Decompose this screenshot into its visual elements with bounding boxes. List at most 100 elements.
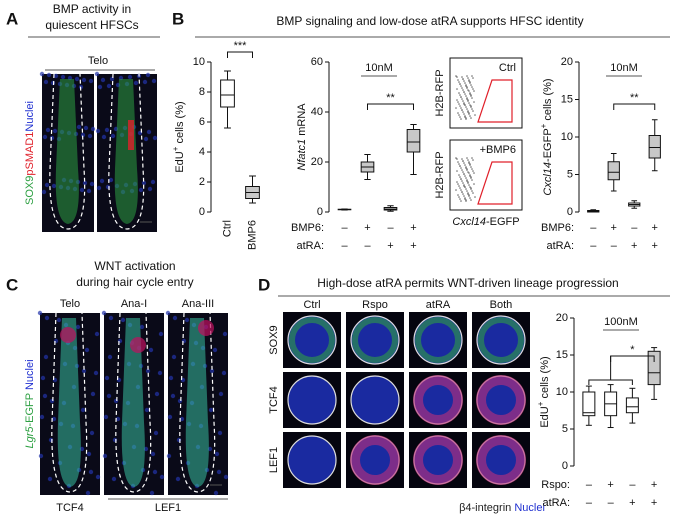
flow-gate (477, 79, 513, 123)
flow-event (459, 116, 461, 118)
stain-label: SOX9pSMAD1Nuclei (24, 101, 36, 205)
nucleus (177, 398, 183, 404)
bottom-label: TCF4 (56, 502, 84, 514)
condition-label: Rspo: (541, 479, 570, 491)
panel-letter: C (6, 275, 18, 294)
condition-value: – (341, 240, 348, 252)
flow-event (469, 92, 471, 94)
nucleus (139, 324, 145, 330)
flow-event (462, 89, 464, 91)
bottom-label: β4-integrin Nuclei (459, 502, 545, 514)
nucleus (87, 133, 93, 139)
nucleus (94, 331, 100, 337)
significance-bracket (227, 51, 253, 58)
flow-event (468, 90, 470, 92)
nucleus (86, 451, 92, 457)
nucleus (106, 83, 112, 89)
flow-event (458, 163, 460, 165)
organoid-signal (478, 317, 524, 363)
nucleus (208, 407, 214, 413)
column-label: Rspo (362, 299, 388, 311)
flow-event (461, 180, 463, 182)
nucleus (127, 74, 133, 80)
nucleus (42, 393, 48, 399)
flow-event (466, 168, 468, 170)
nucleus (108, 177, 114, 183)
y-axis-label-part: + (171, 146, 180, 151)
flow-event (460, 167, 462, 169)
nucleus (217, 430, 223, 436)
follicle-outline (49, 73, 86, 230)
stage-label: Ana-III (182, 298, 214, 310)
condition-value: – (629, 479, 636, 491)
nucleus (47, 476, 53, 482)
flow-event (463, 184, 465, 186)
flow-event (465, 199, 467, 201)
flow-event (469, 197, 471, 199)
flow-event (467, 110, 469, 112)
condition-value: + (629, 497, 635, 509)
y-axis-label-part: Cxcl14 (542, 162, 554, 196)
nucleus (153, 430, 159, 436)
flow-event (468, 194, 470, 196)
panel-title: High-dose atRA permits WNT-driven lineag… (317, 276, 618, 290)
condition-value: + (651, 479, 657, 491)
nucleus (43, 79, 49, 85)
panel-title: during hair cycle entry (76, 275, 193, 289)
flow-event (469, 104, 471, 106)
flow-event (459, 83, 461, 85)
flow-event (470, 84, 472, 86)
flow-event (465, 166, 467, 168)
flow-event (457, 194, 459, 196)
nucleus (146, 129, 152, 135)
y-tick-label: 10 (561, 131, 573, 143)
nucleus (46, 72, 52, 78)
flow-event (470, 199, 472, 201)
flow-event (469, 115, 471, 117)
organoid-signal (413, 435, 463, 485)
bottom-label-part: Nuclei (514, 502, 545, 514)
organoid-signal (413, 375, 463, 425)
flow-event (467, 77, 469, 79)
condition-value: + (410, 222, 416, 234)
follicle-body (185, 318, 209, 487)
y-tick-label: 4 (199, 146, 205, 158)
y-axis-label-part: cells (%) (539, 356, 551, 401)
flow-event (456, 88, 458, 90)
nucleus (148, 347, 154, 353)
nucleus (184, 317, 190, 323)
organoid-signal (350, 435, 400, 485)
nucleus (38, 453, 44, 459)
flow-y-label: H2B-RFP (434, 151, 446, 198)
box (607, 161, 620, 181)
nucleus (109, 76, 115, 82)
flow-event (467, 192, 469, 194)
condition-value: – (590, 222, 597, 234)
nucleus (110, 133, 116, 139)
flow-event (466, 157, 468, 159)
flow-event (462, 78, 464, 80)
flow-event (464, 93, 466, 95)
flow-x-label: Cxcl14-EGFP (452, 216, 519, 228)
flow-event (463, 80, 465, 82)
y-tick-label: 0 (562, 460, 568, 472)
nucleus (179, 416, 185, 422)
flow-event (471, 97, 473, 99)
x-tick-label: BMP6 (246, 220, 258, 250)
flow-event (470, 176, 472, 178)
flow-event (464, 104, 466, 106)
nucleus (167, 414, 173, 420)
flow-event (467, 181, 469, 183)
flow-y-label: H2B-RFP (434, 69, 446, 116)
nucleus (141, 180, 147, 186)
flow-event (471, 75, 473, 77)
nucleus (85, 490, 91, 496)
flow-event (461, 169, 463, 171)
y-axis-label-part: + (536, 401, 545, 406)
nucleus (104, 375, 110, 381)
nucleus (44, 315, 50, 321)
stage-label: Ana-I (121, 298, 147, 310)
nucleus (172, 315, 178, 321)
y-axis-label: Cxcl14-EGFP+ cells (%) (539, 78, 554, 195)
